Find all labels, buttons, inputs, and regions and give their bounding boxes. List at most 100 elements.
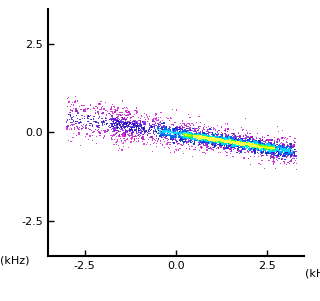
Point [287,147,292,151]
Point [133,108,138,113]
Point [253,144,258,149]
Point [165,130,171,135]
Point [127,132,132,136]
Point [228,140,233,145]
Point [68,139,74,144]
Point [151,116,156,121]
Point [241,142,246,147]
Point [285,140,290,145]
Point [237,140,243,145]
Point [239,126,244,130]
Point [170,133,175,138]
Point [243,144,248,149]
Point [269,144,275,149]
Point [269,150,275,155]
Point [158,110,164,115]
Point [259,144,264,149]
Point [278,144,283,149]
Point [70,108,75,113]
Point [230,137,235,142]
Point [239,141,244,146]
Point [173,133,179,138]
Point [96,116,101,121]
Point [235,143,240,148]
Point [268,144,273,149]
Point [116,128,121,133]
Point [260,141,265,146]
Point [186,132,191,137]
Point [182,130,187,135]
Point [199,133,204,138]
Point [70,108,76,113]
Point [200,138,205,143]
Point [169,135,174,140]
Point [224,145,229,150]
Point [168,129,173,134]
Point [239,136,244,141]
Point [200,140,205,144]
Point [233,142,238,147]
Point [164,136,169,141]
Point [245,138,250,143]
Point [104,122,109,126]
Point [145,141,150,145]
Point [265,146,270,151]
Point [226,135,231,140]
Point [136,130,141,135]
Point [82,109,87,113]
Point [187,132,192,137]
Point [199,147,204,151]
Point [256,141,261,146]
Point [247,139,252,144]
Point [236,138,242,143]
Point [130,131,135,135]
Point [266,139,271,144]
Point [246,142,251,147]
Point [218,137,223,141]
Point [129,126,134,131]
Point [212,134,217,138]
Point [213,135,219,140]
Point [279,149,284,154]
Point [121,116,126,121]
Point [249,139,254,144]
Point [156,137,161,141]
Point [245,141,250,146]
Point [284,147,289,152]
Point [221,141,226,146]
Point [136,129,141,134]
Point [200,133,205,138]
Point [75,119,80,124]
Point [204,138,210,143]
Point [257,143,262,148]
Point [234,139,239,144]
Point [282,148,287,153]
Point [120,128,125,132]
Point [133,120,139,125]
Point [270,155,275,160]
Point [97,123,102,128]
Point [292,160,297,165]
Point [203,135,208,140]
Point [258,148,263,153]
Point [181,133,187,138]
Point [91,117,96,122]
Point [110,110,115,114]
Point [266,142,271,147]
Point [176,130,181,135]
Point [219,140,224,145]
Point [229,144,234,149]
Point [193,128,198,133]
Point [209,139,214,144]
Point [106,111,111,116]
Point [140,136,145,141]
Point [260,147,265,151]
Point [171,134,176,139]
Point [256,145,261,150]
Point [130,121,135,126]
Point [117,120,123,125]
Point [226,146,231,150]
Point [206,138,211,143]
Point [241,134,246,139]
Point [275,154,280,158]
